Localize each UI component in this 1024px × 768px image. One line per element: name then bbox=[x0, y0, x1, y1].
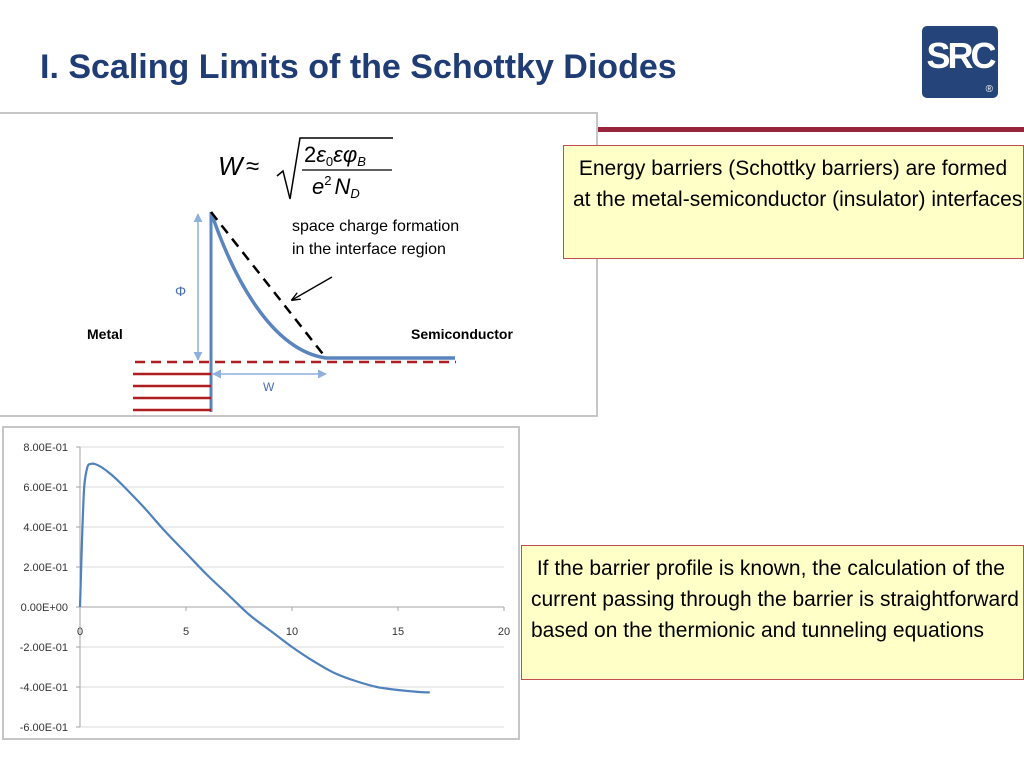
formula-n: N bbox=[334, 174, 350, 199]
barrier-profile-chart-panel: 8.00E-01 6.00E-01 4.00E-01 2.00E-01 0.00E+00… bbox=[2, 426, 520, 740]
svg-text:2ε0εφB: 2ε0εφB bbox=[304, 142, 366, 169]
src-logo: SRC ® bbox=[922, 26, 998, 98]
x-tick-label: 20 bbox=[498, 626, 510, 638]
band-diagram: W ≈ 2ε0εφB e2 ND space charge formation i… bbox=[87, 137, 513, 412]
chart-x-tick-labels: 0 5 10 15 20 bbox=[77, 626, 510, 638]
chart-y-tick-labels: 8.00E-01 6.00E-01 4.00E-01 2.00E-01 0.00E+00… bbox=[20, 442, 68, 734]
y-tick-label: -2.00E-01 bbox=[20, 642, 68, 654]
annotation-line-2: in the interface region bbox=[292, 241, 446, 258]
chart-axes bbox=[76, 446, 505, 728]
formula-phi-sub: B bbox=[357, 154, 366, 169]
accent-line bbox=[598, 127, 1024, 132]
y-tick-label: 0.00E+00 bbox=[21, 602, 68, 614]
y-tick-label: 6.00E-01 bbox=[23, 482, 68, 494]
chart-gridlines bbox=[80, 446, 504, 728]
formula-phi: φ bbox=[343, 142, 357, 167]
x-tick-label: 10 bbox=[286, 626, 298, 638]
logo-registered-mark: ® bbox=[985, 84, 993, 95]
note-current-calculation: If the barrier profile is known, the cal… bbox=[521, 545, 1024, 680]
formula-eps0-sub: 0 bbox=[326, 154, 333, 169]
metal-levels bbox=[133, 372, 211, 412]
width-formula: W ≈ 2ε0εφB e2 ND bbox=[218, 137, 393, 201]
formula-approx: ≈ bbox=[246, 153, 259, 180]
semiconductor-label: Semiconductor bbox=[411, 326, 513, 342]
w-label: W bbox=[263, 380, 275, 394]
annotation-arrow bbox=[292, 276, 333, 300]
barrier-profile-chart: 8.00E-01 6.00E-01 4.00E-01 2.00E-01 0.00E+00… bbox=[20, 442, 510, 734]
y-tick-label: -4.00E-01 bbox=[20, 682, 68, 694]
x-tick-label: 0 bbox=[77, 626, 83, 638]
formula-eps: ε bbox=[333, 142, 343, 167]
y-tick-label: 4.00E-01 bbox=[23, 522, 68, 534]
logo-text: SRC bbox=[926, 35, 996, 76]
band-diagram-panel: W ≈ 2ε0εφB e2 ND space charge formation i… bbox=[0, 112, 598, 417]
phi-label: Φ bbox=[175, 283, 186, 299]
formula-coef: 2 bbox=[304, 142, 316, 167]
series-line bbox=[78, 462, 430, 694]
band-curve bbox=[209, 211, 455, 360]
x-tick-label: 5 bbox=[183, 626, 189, 638]
x-tick-label: 15 bbox=[392, 626, 404, 638]
linear-approximation bbox=[210, 211, 327, 359]
formula-w: W bbox=[218, 151, 245, 181]
formula-n-sub: D bbox=[350, 186, 359, 201]
formula-e: e bbox=[312, 174, 324, 199]
formula-e-exp: 2 bbox=[324, 173, 331, 188]
formula-eps0: ε bbox=[316, 142, 326, 167]
formula-sqrt bbox=[276, 137, 393, 200]
annotation-line-1: space charge formation bbox=[292, 218, 459, 235]
chart-series bbox=[78, 462, 430, 694]
metal-label: Metal bbox=[87, 326, 123, 342]
slide-title: I. Scaling Limits of the Schottky Diodes bbox=[40, 48, 677, 86]
note-energy-barriers: Energy barriers (Schottky barriers) are … bbox=[563, 145, 1024, 259]
y-tick-label: 8.00E-01 bbox=[23, 442, 68, 454]
y-tick-label: 2.00E-01 bbox=[23, 562, 68, 574]
y-tick-label: -6.00E-01 bbox=[20, 722, 68, 734]
